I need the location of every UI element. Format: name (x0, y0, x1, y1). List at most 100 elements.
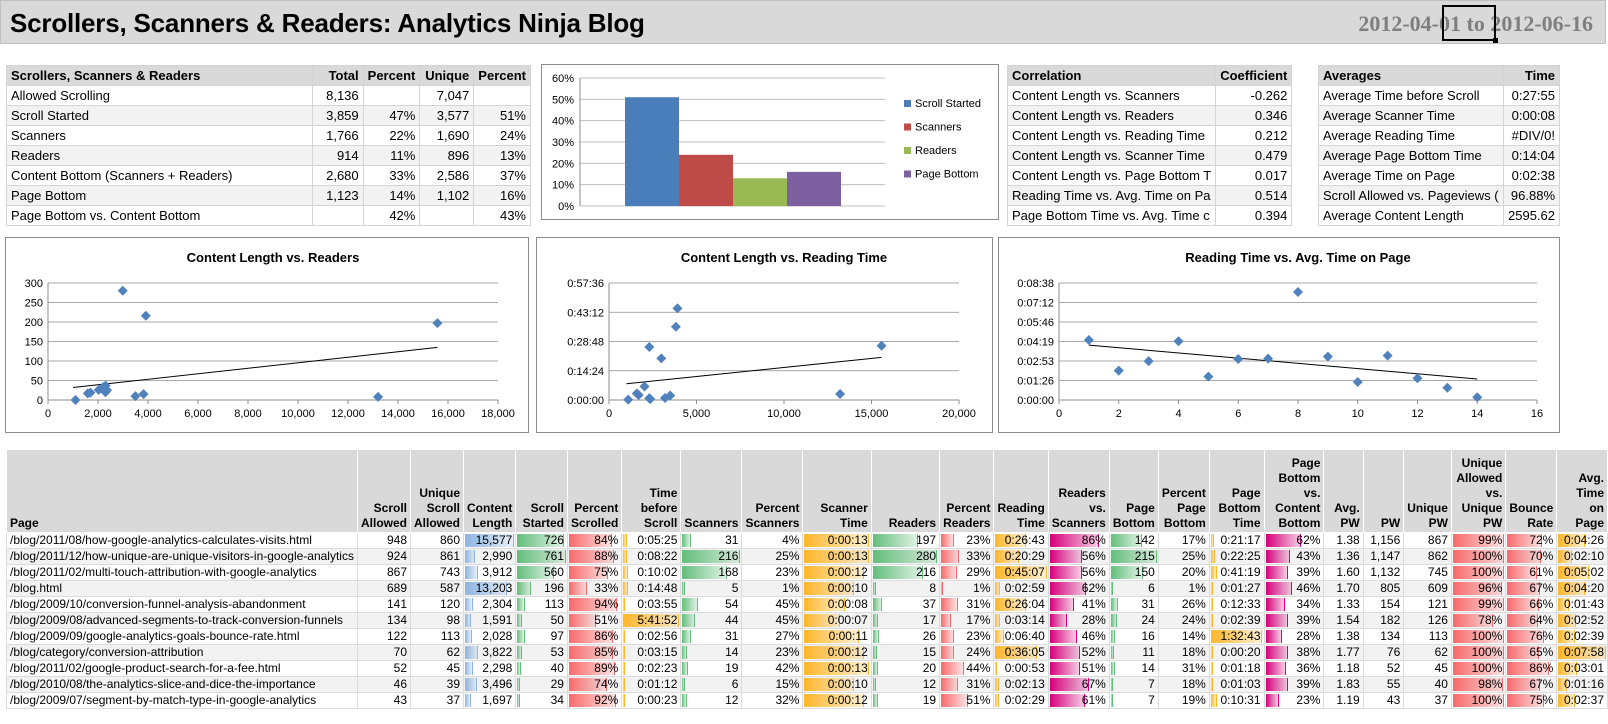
data-cell[interactable]: 37 (870, 596, 941, 613)
data-cell[interactable]: 24% (939, 644, 995, 661)
correlation-header-cell[interactable]: Coefficient (1215, 65, 1293, 86)
column-header[interactable]: Avg. Time on Page (1556, 449, 1608, 533)
averages-cell[interactable]: Average Content Length (1318, 205, 1504, 226)
summary-cell[interactable]: 42% (362, 205, 421, 226)
data-cell[interactable]: 66% (1505, 596, 1558, 613)
data-cell[interactable]: 0:00:12 (802, 692, 872, 709)
data-cell[interactable]: 76% (1505, 628, 1558, 645)
summary-header-cell[interactable]: Scrollers, Scanners & Readers (6, 65, 313, 86)
column-header[interactable]: Scroll Started (515, 449, 568, 533)
data-cell[interactable]: 948 (356, 532, 412, 549)
data-cell[interactable]: 33% (566, 580, 623, 597)
data-cell[interactable]: 0:00:08 (802, 596, 872, 613)
data-cell[interactable]: 39% (1263, 676, 1325, 693)
table-row[interactable]: /blog.html 689 587 13,203 196 33% 0:14:48 5 1% 0:… (6, 580, 1608, 597)
column-header[interactable]: Bounce Rate (1505, 449, 1558, 533)
column-header[interactable]: Time before Scroll (621, 449, 682, 533)
data-cell[interactable]: 113 (515, 596, 568, 613)
page-path-cell[interactable]: /blog/category/conversion-attribution (6, 644, 358, 661)
correlation-cell[interactable]: 0.346 (1215, 105, 1293, 126)
summary-cell[interactable]: 2,680 (311, 165, 364, 186)
page-path-cell[interactable]: /blog/2011/02/multi-touch-attribution-wi… (6, 564, 358, 581)
column-header[interactable]: Page Bottom vs. Content Bottom (1263, 449, 1325, 533)
data-cell[interactable]: 0:41:19 (1208, 564, 1265, 581)
data-cell[interactable]: 15% (741, 676, 804, 693)
data-cell[interactable]: 62 (1403, 644, 1452, 661)
summary-cell[interactable]: Allowed Scrolling (6, 85, 313, 106)
data-cell[interactable]: 154 (1362, 596, 1405, 613)
data-cell[interactable]: 2,298 (462, 660, 517, 677)
data-cell[interactable]: 0:01:18 (1208, 660, 1265, 677)
correlation-header-cell[interactable]: Correlation (1006, 65, 1217, 86)
data-cell[interactable]: 45 (410, 660, 464, 677)
data-cell[interactable]: 1.38 (1323, 532, 1364, 549)
data-cell[interactable]: 0:00:13 (802, 660, 872, 677)
data-cell[interactable]: 0:00:53 (993, 660, 1049, 677)
data-cell[interactable]: 31% (939, 596, 995, 613)
data-cell[interactable]: 100% (1450, 628, 1507, 645)
averages-cell[interactable]: Scroll Allowed vs. Pageviews ( (1318, 185, 1504, 206)
data-cell[interactable]: 1% (741, 580, 804, 597)
averages-cell[interactable]: 0:00:08 (1502, 105, 1561, 126)
summary-cell[interactable]: 33% (362, 165, 421, 186)
correlation-cell[interactable]: Content Length vs. Scanners (1006, 85, 1217, 106)
data-cell[interactable]: 0:01:03 (1208, 676, 1265, 693)
data-cell[interactable]: 761 (515, 548, 568, 565)
correlation-cell[interactable]: 0.514 (1215, 185, 1293, 206)
data-cell[interactable]: 56% (1047, 564, 1110, 581)
data-cell[interactable]: 39% (1263, 612, 1325, 629)
data-cell[interactable]: 15,577 (462, 532, 517, 549)
data-cell[interactable]: 84% (566, 532, 623, 549)
averages-cell[interactable]: Average Page Bottom Time (1318, 145, 1504, 166)
data-cell[interactable]: 1.83 (1323, 676, 1364, 693)
data-cell[interactable]: 0:01:27 (1208, 580, 1265, 597)
data-cell[interactable]: 216 (680, 548, 743, 565)
data-cell[interactable]: 40 (515, 660, 568, 677)
data-cell[interactable]: 23% (1263, 692, 1325, 709)
data-cell[interactable]: 46% (1263, 580, 1325, 597)
summary-cell[interactable]: 3,577 (419, 105, 475, 126)
data-cell[interactable]: 0:00:23 (621, 692, 682, 709)
data-cell[interactable]: 0:36:05 (993, 644, 1049, 661)
data-cell[interactable]: 75% (1505, 692, 1558, 709)
data-cell[interactable]: 99% (1450, 532, 1507, 549)
data-cell[interactable]: 17% (939, 612, 995, 629)
column-header[interactable]: Readers vs. Scanners (1047, 449, 1110, 533)
data-cell[interactable]: 0:00:07 (802, 612, 872, 629)
data-cell[interactable]: 587 (410, 580, 464, 597)
data-cell[interactable]: 46% (1047, 628, 1110, 645)
data-cell[interactable]: 56% (1047, 548, 1110, 565)
page-path-cell[interactable]: /blog/2011/12/how-unique-are-unique-visi… (6, 548, 358, 565)
data-cell[interactable]: 1% (1157, 580, 1210, 597)
column-header[interactable]: Unique Allowed vs. Unique PW (1450, 449, 1507, 533)
data-cell[interactable]: 100% (1450, 644, 1507, 661)
data-cell[interactable]: 67% (1505, 676, 1558, 693)
summary-cell[interactable]: 24% (473, 125, 531, 146)
data-cell[interactable]: 805 (1362, 580, 1405, 597)
data-cell[interactable]: 100% (1450, 564, 1507, 581)
data-cell[interactable]: 29 (515, 676, 568, 693)
page-path-cell[interactable]: /blog.html (6, 580, 358, 597)
table-row[interactable]: /blog/2011/02/google-product-search-for-… (6, 660, 1608, 677)
column-header[interactable]: Scanners (680, 449, 743, 533)
data-cell[interactable]: 15 (870, 644, 941, 661)
data-cell[interactable]: 61% (1047, 692, 1110, 709)
page-path-cell[interactable]: /blog/2009/08/advanced-segments-to-track… (6, 612, 358, 629)
summary-cell[interactable]: 1,102 (419, 185, 475, 206)
summary-cell[interactable]: 1,123 (311, 185, 364, 206)
correlation-cell[interactable]: Content Length vs. Scanner Time (1006, 145, 1217, 166)
summary-cell[interactable]: 43% (473, 205, 531, 226)
summary-cell[interactable]: Scroll Started (6, 105, 313, 126)
column-header[interactable]: Percent Readers (939, 449, 995, 533)
data-cell[interactable]: 51% (566, 612, 623, 629)
data-cell[interactable]: 18% (1157, 676, 1210, 693)
data-cell[interactable]: 23% (939, 628, 995, 645)
page-path-cell[interactable]: /blog/2011/08/how-google-analytics-calcu… (6, 532, 358, 549)
data-cell[interactable]: 41% (1047, 596, 1110, 613)
page-path-cell[interactable]: /blog/2009/07/segment-by-match-type-in-g… (6, 692, 358, 709)
data-cell[interactable]: 100% (1450, 692, 1507, 709)
data-cell[interactable]: 100% (1450, 548, 1507, 565)
data-cell[interactable]: 1% (939, 580, 995, 597)
data-cell[interactable]: 1.38 (1323, 628, 1364, 645)
column-header[interactable]: Page Bottom (1108, 449, 1159, 533)
